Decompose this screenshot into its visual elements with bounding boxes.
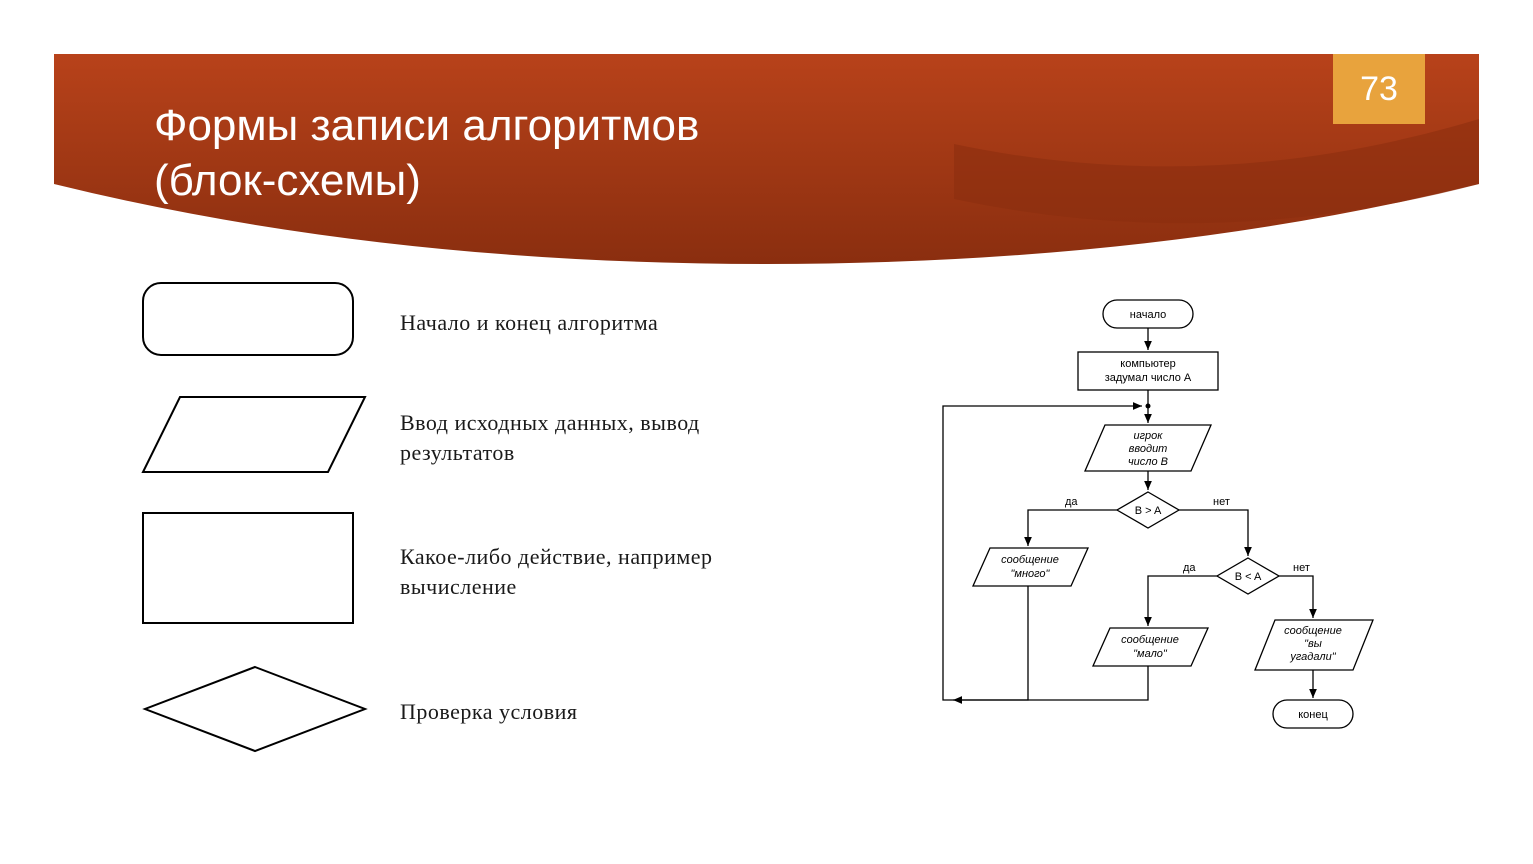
node-input-l3: число В	[1128, 456, 1168, 468]
legend-label: Ввод исходных данных, вывод результатов	[390, 408, 790, 467]
page-number-badge: 73	[1333, 54, 1425, 124]
title-line-1: Формы записи алгоритмов	[154, 101, 699, 150]
node-win-l2: "вы	[1304, 638, 1322, 650]
legend-row-terminator: Начало и конец алгоритма	[140, 280, 790, 366]
legend-label: Начало и конец алгоритма	[390, 308, 658, 338]
slide-header: Формы записи алгоритмов (блок-схемы)	[54, 54, 1479, 254]
node-start: начало	[1130, 309, 1166, 321]
node-few-l2: "мало"	[1133, 648, 1168, 660]
legend-row-decision: Проверка условия	[140, 664, 790, 760]
node-gt: B > A	[1135, 505, 1162, 517]
slide-body: Начало и конец алгоритма Ввод исходных д…	[140, 280, 1393, 824]
node-lt: B < A	[1235, 571, 1262, 583]
edge-label-da: да	[1065, 496, 1078, 508]
node-many-l1: сообщение	[1001, 554, 1059, 566]
diamond-shape	[140, 664, 390, 760]
edge-label-net: нет	[1213, 496, 1230, 508]
legend-label: Проверка условия	[390, 697, 578, 727]
edge-label-da2: да	[1183, 562, 1196, 574]
legend-label: Какое-либо действие, например вычисление	[390, 542, 790, 601]
edge-label-net2: нет	[1293, 562, 1310, 574]
node-init-l1: компьютер	[1120, 358, 1175, 370]
node-win-l1: сообщение	[1284, 625, 1342, 637]
title-line-2: (блок-схемы)	[154, 156, 421, 205]
legend-row-process: Какое-либо действие, например вычисление	[140, 510, 790, 634]
node-many-l2: "много"	[1011, 568, 1051, 580]
example-flowchart: начало компьютер задумал число А игрок в…	[790, 280, 1393, 824]
slide-title: Формы записи алгоритмов (блок-схемы)	[154, 98, 699, 208]
page-number: 73	[1360, 70, 1398, 109]
terminator-shape	[140, 280, 390, 366]
parallelogram-shape	[140, 394, 390, 482]
node-input-l1: игрок	[1134, 430, 1164, 442]
node-init-l2: задумал число А	[1105, 372, 1192, 384]
legend-row-io: Ввод исходных данных, вывод результатов	[140, 394, 790, 482]
shape-legend: Начало и конец алгоритма Ввод исходных д…	[140, 280, 790, 824]
node-end: конец	[1298, 709, 1328, 721]
node-win-l3: угадали"	[1289, 651, 1336, 663]
rectangle-shape	[140, 510, 390, 634]
node-few-l1: сообщение	[1121, 634, 1179, 646]
node-input-l2: вводит	[1129, 443, 1168, 455]
